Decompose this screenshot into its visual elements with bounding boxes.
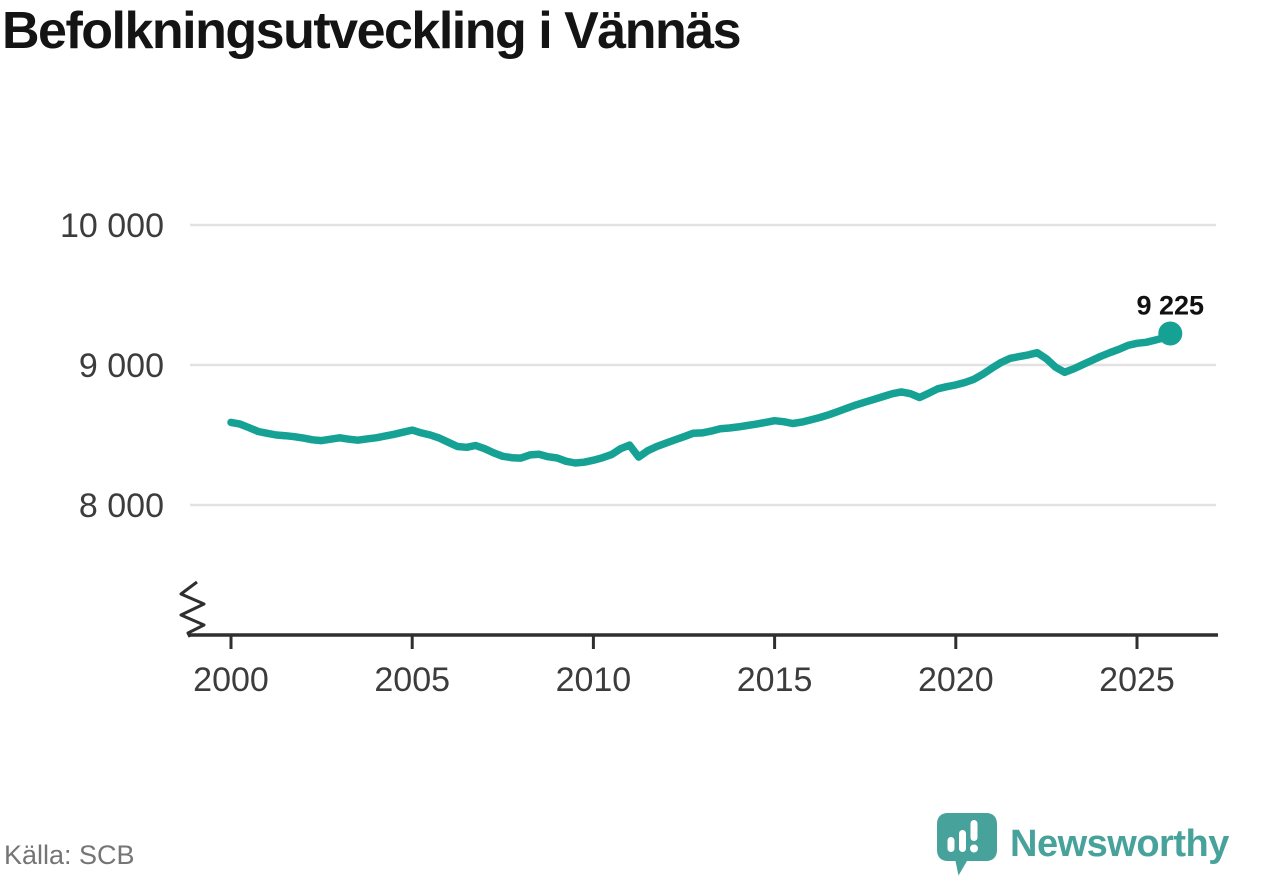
x-tick-label-2010: 2010 (556, 661, 632, 699)
logo-bubble-shape (937, 813, 997, 876)
latest-value-label: 9 225 (1137, 291, 1205, 321)
logo-bar-small (947, 837, 955, 852)
source-note: Källa: SCB (4, 840, 135, 870)
y-tick-label-10000: 10 000 (60, 207, 164, 245)
y-tick-label-8000: 8 000 (79, 487, 164, 525)
x-tick-label-2015: 2015 (737, 661, 813, 699)
logo-bar-medium (959, 830, 966, 852)
newsworthy-logo: Newsworthy (934, 810, 1229, 878)
x-tick-label-2000: 2000 (193, 661, 269, 699)
latest-point-marker (1158, 321, 1183, 346)
x-tick-label-2020: 2020 (918, 661, 994, 699)
y-tick-label-9000: 9 000 (79, 347, 164, 385)
chart-title: Befolkningsutveckling i Vännäs (2, 2, 742, 60)
newsworthy-logo-icon (937, 813, 997, 876)
population-line (227, 329, 1175, 467)
axis-break-icon (179, 580, 206, 638)
x-tick-label-2005: 2005 (374, 661, 450, 699)
logo-exclamation-bar (970, 820, 978, 841)
x-tick-label-2025: 2025 (1099, 661, 1175, 699)
newsworthy-wordmark: Newsworthy (1010, 823, 1229, 865)
logo-exclamation-dot (970, 844, 978, 853)
